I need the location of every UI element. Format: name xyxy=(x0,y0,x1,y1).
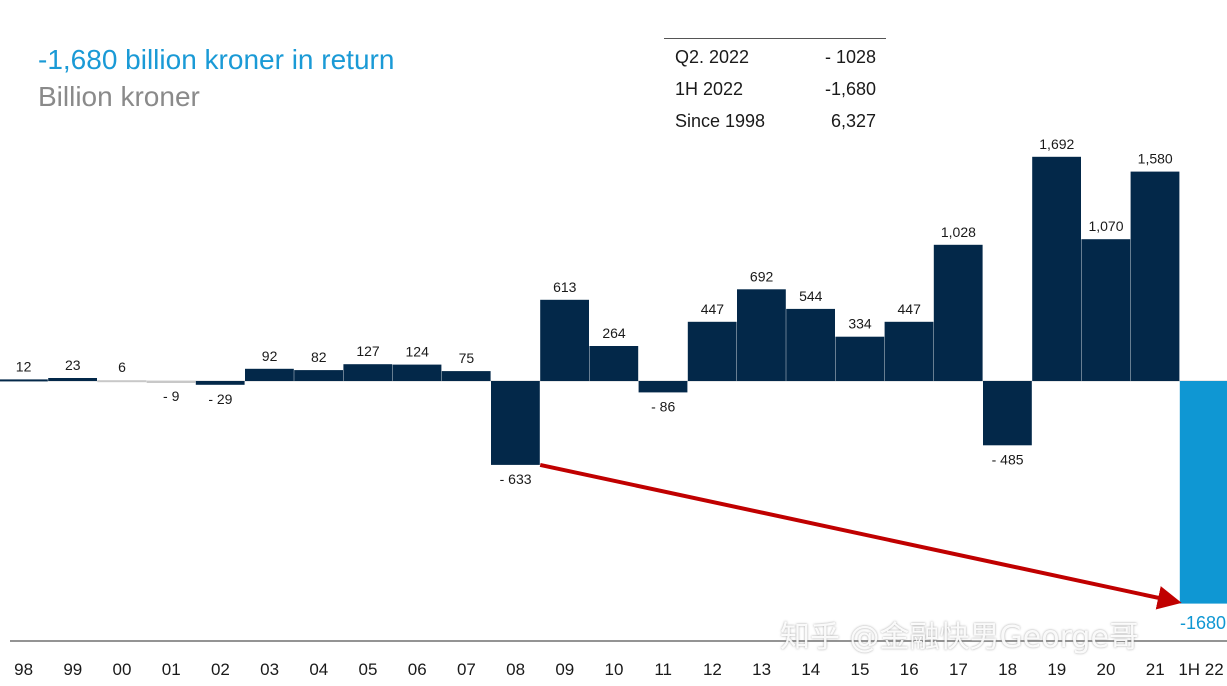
bar-99 xyxy=(48,378,97,381)
tick-label-98: 98 xyxy=(14,660,33,679)
tick-label-20: 20 xyxy=(1097,660,1116,679)
bar-14 xyxy=(786,308,835,381)
data-label-02: - 29 xyxy=(208,391,232,407)
bar-20 xyxy=(1081,239,1131,381)
data-label-07: 75 xyxy=(459,350,475,366)
bar-06 xyxy=(392,364,442,381)
data-label-99: 23 xyxy=(65,357,81,373)
bar-11 xyxy=(638,381,688,393)
tick-label-1H 22: 1H 22 xyxy=(1178,660,1223,679)
tick-label-09: 09 xyxy=(555,660,574,679)
data-label-05: 127 xyxy=(356,343,380,359)
bar-17 xyxy=(933,244,983,381)
summary-value: -1,680 xyxy=(824,78,876,99)
data-label-15: 334 xyxy=(848,316,872,332)
bar-21 xyxy=(1130,171,1180,381)
summary-row-since: Since 1998 6,327 xyxy=(664,105,886,137)
data-label-04: 82 xyxy=(311,349,327,365)
tick-label-16: 16 xyxy=(900,660,919,679)
data-label-17: 1,028 xyxy=(941,224,976,240)
bar-16 xyxy=(884,321,934,381)
tick-label-04: 04 xyxy=(309,660,328,679)
summary-label: 1H 2022 xyxy=(675,78,744,99)
chart-title: -1,680 billion kroner in return xyxy=(38,44,395,75)
data-label-18: - 485 xyxy=(992,451,1024,467)
data-label-1H 22: -1680 xyxy=(1180,613,1226,633)
chart-subtitle: Billion kroner xyxy=(38,81,200,112)
tick-label-11: 11 xyxy=(654,660,672,679)
bar-05 xyxy=(343,364,393,381)
bar-98 xyxy=(0,379,48,382)
bar-04 xyxy=(294,370,343,381)
data-label-11: - 86 xyxy=(651,398,675,414)
summary-label: Q2. 2022 xyxy=(675,46,750,67)
tick-label-18: 18 xyxy=(998,660,1017,679)
tick-label-17: 17 xyxy=(949,660,968,679)
data-label-00: 6 xyxy=(118,359,126,375)
bar-02 xyxy=(195,381,245,385)
data-label-13: 692 xyxy=(750,268,774,284)
tick-label-21: 21 xyxy=(1146,660,1165,679)
bar-08 xyxy=(491,381,540,465)
tick-label-02: 02 xyxy=(211,660,230,679)
tick-label-14: 14 xyxy=(801,660,820,679)
data-label-06: 124 xyxy=(406,344,430,360)
bar-00 xyxy=(97,380,147,383)
data-label-08: - 633 xyxy=(500,471,532,487)
tick-label-05: 05 xyxy=(359,660,378,679)
bar-10 xyxy=(589,346,639,381)
bar-1H 22 xyxy=(1179,381,1227,604)
tick-label-19: 19 xyxy=(1047,660,1066,679)
summary-row-1h: 1H 2022 -1,680 xyxy=(664,73,886,105)
data-label-20: 1,070 xyxy=(1088,218,1123,234)
bar-09 xyxy=(540,299,589,381)
bar-01 xyxy=(146,381,196,383)
tick-label-03: 03 xyxy=(260,660,279,679)
bar-19 xyxy=(1032,156,1081,381)
bar-18 xyxy=(983,381,1032,446)
annotation-arrow xyxy=(539,462,1182,610)
tick-label-13: 13 xyxy=(752,660,771,679)
watermark: 知乎 @金融快男George哥 xyxy=(780,620,1139,655)
summary-label: Since 1998 xyxy=(675,110,766,131)
bar-07 xyxy=(441,371,491,381)
data-label-10: 264 xyxy=(602,325,626,341)
tick-label-00: 00 xyxy=(113,660,132,679)
data-label-12: 447 xyxy=(701,301,725,317)
data-label-98: 12 xyxy=(16,358,32,374)
bar-03 xyxy=(245,368,294,381)
summary-value: - 1028 xyxy=(824,46,876,67)
tick-label-07: 07 xyxy=(457,660,476,679)
bar-12 xyxy=(687,321,737,381)
tick-label-08: 08 xyxy=(506,660,525,679)
tick-label-01: 01 xyxy=(162,660,181,679)
data-label-01: - 9 xyxy=(163,388,180,404)
data-label-19: 1,692 xyxy=(1039,136,1074,152)
data-label-09: 613 xyxy=(553,279,577,295)
bar-15 xyxy=(835,336,885,381)
tick-label-06: 06 xyxy=(408,660,427,679)
data-label-16: 447 xyxy=(898,301,922,317)
tick-label-12: 12 xyxy=(703,660,722,679)
summary-value: 6,327 xyxy=(830,110,876,131)
data-label-14: 544 xyxy=(799,288,823,304)
data-label-03: 92 xyxy=(262,348,278,364)
tick-label-10: 10 xyxy=(605,660,624,679)
bar-13 xyxy=(737,289,786,381)
tick-label-15: 15 xyxy=(851,660,870,679)
tick-label-99: 99 xyxy=(63,660,82,679)
summary-row-q2: Q2. 2022 - 1028 xyxy=(664,41,886,73)
summary-table: Q2. 2022 - 1028 1H 2022 -1,680 Since 199… xyxy=(664,38,886,137)
data-label-21: 1,580 xyxy=(1138,151,1173,167)
